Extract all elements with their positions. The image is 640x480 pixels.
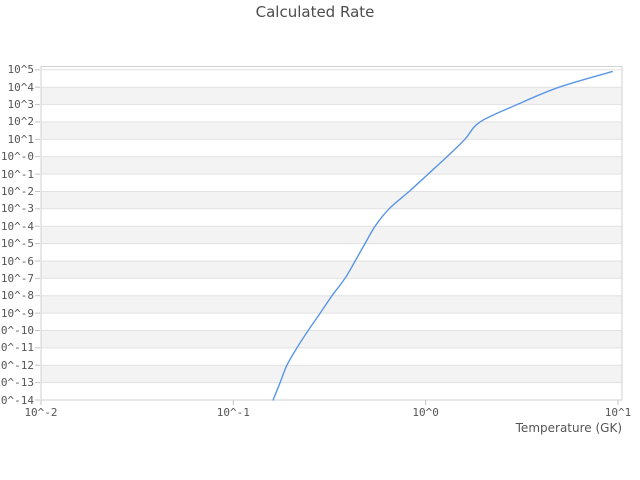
y-tick-label: 10^-5 [0,237,34,251]
x-tick-label: 10^0 [412,406,439,419]
decade-band [41,226,622,244]
decade-band [41,87,622,105]
y-tick-label: 10^-3 [0,202,34,216]
decade-band [41,191,622,209]
chart-title: Calculated Rate [255,3,375,21]
y-tick-label: 10^-11 [0,341,34,355]
y-tick-label: 10^3 [7,98,35,112]
plot-border [40,66,623,401]
y-tick-label: 10^2 [7,115,35,129]
decade-band [41,261,622,279]
y-tick-label: 10^-4 [0,219,34,233]
decade-band [41,365,622,383]
y-tick-label: 10^-7 [0,271,34,285]
rate-curve [272,70,613,401]
y-tick-label: 10^-14 [0,393,34,407]
x-tick-label: 10^-1 [216,406,250,419]
y-tick-label: 10^-1 [0,167,34,181]
decade-band [41,121,622,140]
y-tick-label: 10^-2 [0,185,34,198]
x-tick-label: 10^1 [604,406,632,419]
x-tick-label: 10^-2 [24,406,58,419]
y-tick-label: 10^-8 [0,289,34,303]
decade-band [41,156,622,175]
y-tick-label: 10^-12 [0,358,34,372]
y-tick-label: 10^4 [7,80,35,94]
y-tick-label: 10^-9 [0,306,34,320]
y-tick-label: 10^-10 [0,324,34,337]
x-axis-title: Temperature (GK) [515,421,622,435]
y-tick-label: 10^-13 [0,376,34,390]
decade-band [41,330,622,348]
y-tick-label: 10^-6 [0,254,34,268]
y-tick-label: 10^-0 [0,150,34,164]
y-tick-label: 10^1 [7,132,35,146]
decade-band [41,295,622,314]
y-tick-label: 10^5 [7,63,35,77]
